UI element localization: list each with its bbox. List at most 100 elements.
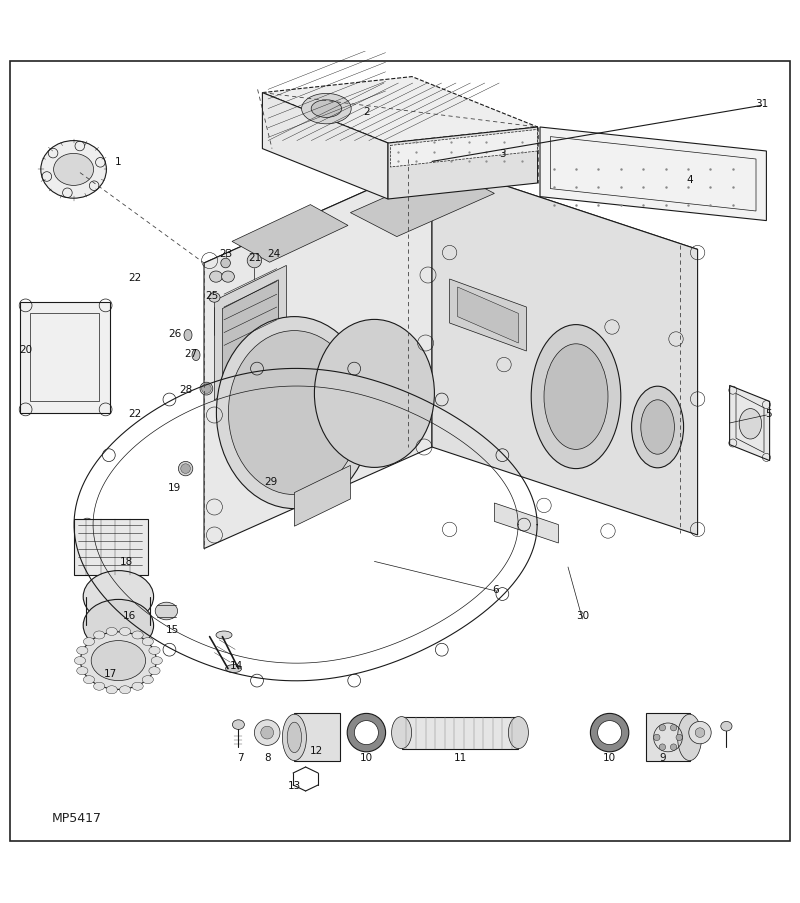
Text: 23: 23: [219, 248, 232, 258]
Bar: [30, 314, 99, 402]
Text: 9: 9: [659, 752, 666, 762]
Ellipse shape: [739, 409, 762, 440]
Ellipse shape: [631, 386, 683, 469]
Polygon shape: [294, 713, 340, 761]
Ellipse shape: [132, 683, 143, 691]
Polygon shape: [432, 163, 698, 535]
Circle shape: [261, 726, 274, 740]
Text: MP5417: MP5417: [52, 811, 102, 824]
Ellipse shape: [149, 667, 160, 675]
Polygon shape: [540, 128, 766, 221]
Ellipse shape: [184, 330, 192, 341]
Ellipse shape: [83, 571, 154, 623]
Ellipse shape: [314, 320, 434, 468]
Polygon shape: [74, 519, 148, 575]
Ellipse shape: [155, 602, 178, 620]
Text: 4: 4: [686, 175, 693, 185]
Ellipse shape: [311, 101, 342, 118]
Polygon shape: [390, 130, 538, 168]
Ellipse shape: [119, 628, 130, 636]
Ellipse shape: [209, 293, 220, 303]
Polygon shape: [262, 94, 388, 200]
Ellipse shape: [132, 631, 143, 639]
Ellipse shape: [77, 647, 88, 655]
Ellipse shape: [210, 272, 222, 283]
Circle shape: [659, 725, 666, 731]
Text: 29: 29: [264, 477, 277, 487]
Text: 22: 22: [128, 408, 141, 418]
Ellipse shape: [216, 317, 372, 509]
Text: 24: 24: [267, 248, 280, 258]
Polygon shape: [450, 280, 526, 351]
Text: 12: 12: [310, 745, 322, 756]
Polygon shape: [388, 128, 538, 200]
Text: 10: 10: [603, 752, 616, 762]
Text: 14: 14: [230, 661, 242, 671]
Text: 13: 13: [288, 780, 301, 790]
Text: 15: 15: [166, 624, 178, 634]
Ellipse shape: [54, 154, 94, 186]
Ellipse shape: [544, 344, 608, 450]
Polygon shape: [458, 288, 518, 344]
Text: 20: 20: [19, 344, 32, 354]
Ellipse shape: [83, 638, 94, 646]
Ellipse shape: [598, 721, 622, 745]
Ellipse shape: [106, 686, 118, 694]
Circle shape: [654, 734, 660, 740]
Circle shape: [676, 734, 682, 740]
Ellipse shape: [106, 628, 118, 636]
Polygon shape: [232, 205, 348, 263]
Text: 7: 7: [237, 752, 243, 762]
Polygon shape: [262, 78, 538, 144]
Ellipse shape: [149, 647, 160, 655]
Ellipse shape: [590, 713, 629, 752]
Ellipse shape: [222, 272, 234, 283]
Text: 27: 27: [184, 349, 197, 359]
Text: 5: 5: [765, 408, 771, 418]
Ellipse shape: [94, 631, 105, 639]
Ellipse shape: [232, 720, 245, 730]
Text: 1: 1: [115, 157, 122, 167]
Text: 22: 22: [128, 273, 141, 283]
Text: 16: 16: [123, 610, 136, 620]
Text: 31: 31: [755, 99, 768, 109]
Ellipse shape: [119, 686, 130, 694]
Ellipse shape: [641, 400, 674, 455]
Text: 25: 25: [206, 291, 218, 301]
Text: 17: 17: [104, 668, 117, 679]
Text: 19: 19: [168, 482, 181, 492]
Circle shape: [689, 721, 711, 744]
Polygon shape: [294, 466, 350, 526]
Ellipse shape: [226, 665, 242, 673]
Ellipse shape: [178, 462, 193, 476]
Text: 26: 26: [168, 328, 181, 339]
Ellipse shape: [94, 683, 105, 691]
Text: 11: 11: [454, 752, 466, 762]
Ellipse shape: [721, 721, 732, 731]
Polygon shape: [646, 713, 690, 761]
Text: 10: 10: [360, 752, 373, 762]
Polygon shape: [204, 163, 432, 549]
Ellipse shape: [392, 717, 412, 749]
Circle shape: [695, 728, 705, 738]
Ellipse shape: [354, 721, 378, 745]
Text: 6: 6: [493, 584, 499, 594]
Text: 8: 8: [265, 752, 271, 762]
Ellipse shape: [77, 667, 88, 675]
Ellipse shape: [229, 331, 360, 495]
Ellipse shape: [74, 656, 86, 665]
Polygon shape: [494, 504, 558, 544]
Polygon shape: [204, 163, 698, 351]
Ellipse shape: [83, 675, 94, 684]
Ellipse shape: [282, 714, 306, 760]
Ellipse shape: [83, 600, 154, 652]
Polygon shape: [222, 281, 278, 386]
Circle shape: [659, 744, 666, 750]
Ellipse shape: [80, 632, 156, 690]
Polygon shape: [402, 717, 518, 749]
Ellipse shape: [151, 656, 162, 665]
Ellipse shape: [142, 638, 154, 646]
Polygon shape: [730, 386, 770, 461]
Circle shape: [181, 464, 190, 474]
Ellipse shape: [302, 94, 351, 125]
